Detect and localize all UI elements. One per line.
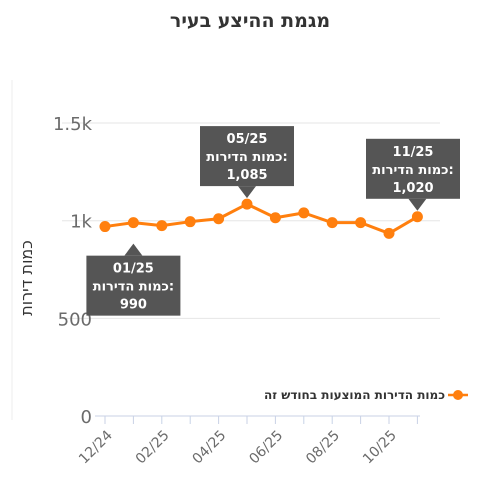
tooltip-box [366, 138, 460, 199]
data-point[interactable] [213, 213, 225, 225]
y-tick-label: 1.5k [53, 114, 93, 135]
tooltip-line: 01/25 [113, 262, 154, 277]
data-point[interactable] [99, 221, 111, 233]
y-tick-label: 500 [58, 309, 92, 330]
tooltips: 01/25 כמות הדירות: 990 05/25 כמות הדירות: 1,0… [86, 126, 460, 316]
legend-marker-icon [453, 390, 463, 400]
tooltip-line: 05/25 [227, 132, 268, 147]
tooltip-line: כמות הדירות: [372, 163, 453, 178]
tooltip-arrow [124, 243, 143, 256]
tooltip: 05/25 כמות הדירות: 1,085 [200, 126, 294, 199]
y-tick-label: 1k [70, 212, 92, 233]
data-point[interactable] [355, 217, 367, 229]
tooltip-arrow [238, 186, 256, 199]
x-tick-label: 02/25 [133, 428, 173, 468]
y-axis-label: כמות דירות [17, 240, 36, 316]
x-tick-label: 10/25 [360, 428, 400, 468]
data-point[interactable] [156, 220, 168, 232]
tooltip-box [200, 126, 294, 187]
x-axis: 12/24 02/25 04/25 06/25 08/25 10/25 [76, 415, 420, 468]
data-point[interactable] [298, 207, 310, 219]
data-point[interactable] [326, 217, 338, 229]
legend[interactable]: כמות הדירות המוצעות בחודש זה [264, 388, 468, 402]
data-point[interactable] [269, 212, 281, 224]
data-point[interactable] [383, 227, 395, 239]
tooltip-box [86, 255, 181, 316]
data-point[interactable] [411, 211, 423, 223]
tooltip: 01/25 כמות הדירות: 990 [86, 243, 181, 316]
data-point[interactable] [241, 198, 253, 210]
tooltip-line: 1,085 [226, 168, 267, 183]
x-tick-label: 06/25 [246, 428, 286, 468]
y-axis-ticks: 0 500 1k 1.5k [53, 114, 93, 428]
series-line [104, 202, 419, 235]
tooltip-line: כמות הדירות: [93, 280, 174, 295]
x-tick-label: 12/24 [76, 427, 116, 467]
data-point[interactable] [184, 216, 196, 228]
y-tick-label: 0 [81, 407, 92, 428]
series-group [99, 198, 423, 239]
x-tick-label: 08/25 [303, 428, 343, 468]
gridlines [62, 122, 440, 319]
tooltip-line: 1,020 [392, 181, 433, 196]
chart-title: מגמת ההיצע בעיר [169, 10, 331, 32]
x-tick-label: 04/25 [190, 428, 230, 468]
legend-item-label[interactable]: כמות הדירות המוצעות בחודש זה [264, 388, 445, 402]
tooltip-arrow [408, 198, 427, 211]
data-point[interactable] [127, 217, 139, 229]
tooltip-line: 11/25 [393, 145, 434, 160]
tooltip: 11/25 כמות הדירות: 1,020 [366, 138, 460, 211]
tooltip-line: כמות הדירות: [206, 150, 287, 165]
tooltip-line: 990 [120, 298, 147, 313]
